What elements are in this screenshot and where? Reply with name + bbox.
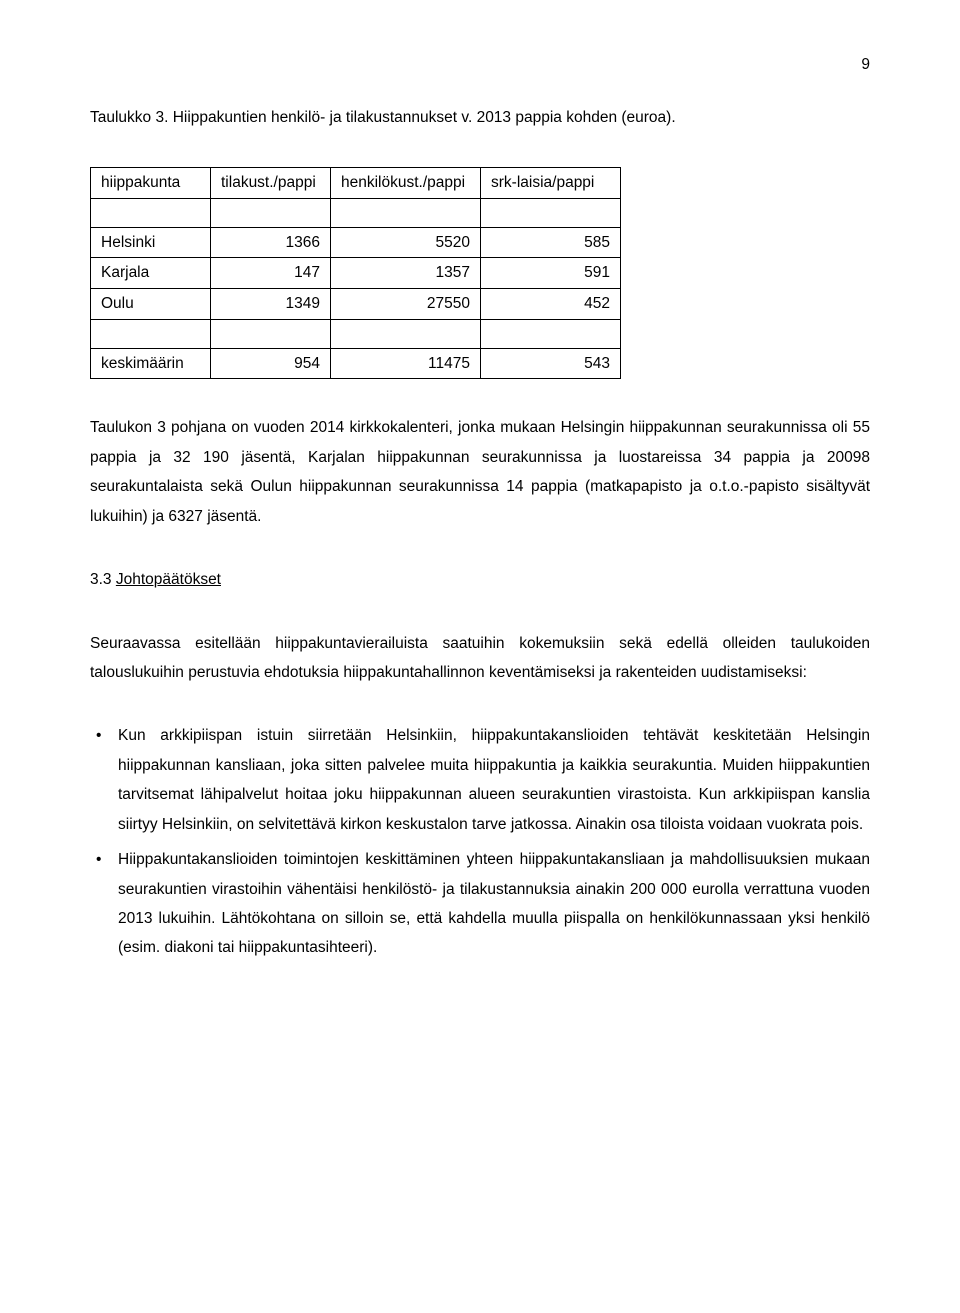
table-cell: Karjala — [91, 258, 211, 289]
table-header: srk-laisia/pappi — [481, 167, 621, 198]
table-cell: 1349 — [211, 288, 331, 319]
paragraph: Seuraavassa esitellään hiippakuntavierai… — [90, 629, 870, 688]
table-title: Taulukko 3. Hiippakuntien henkilö- ja ti… — [90, 103, 870, 132]
table-cell: 147 — [211, 258, 331, 289]
table-header: henkilökust./pappi — [331, 167, 481, 198]
table-header: hiippakunta — [91, 167, 211, 198]
table-cell: 954 — [211, 348, 331, 379]
table-cell: 1357 — [331, 258, 481, 289]
table-cell: keskimäärin — [91, 348, 211, 379]
list-item: Kun arkkipiispan istuin siirretään Helsi… — [90, 721, 870, 839]
paragraph: Taulukon 3 pohjana on vuoden 2014 kirkko… — [90, 413, 870, 531]
table-row: keskimäärin 954 11475 543 — [91, 348, 621, 379]
table-empty-row — [91, 319, 621, 348]
bullet-list: Kun arkkipiispan istuin siirretään Helsi… — [90, 721, 870, 963]
table-cell: 452 — [481, 288, 621, 319]
table-cell: 5520 — [331, 227, 481, 258]
table-cell: 11475 — [331, 348, 481, 379]
list-item: Hiippakuntakanslioiden toimintojen keski… — [90, 845, 870, 963]
section-heading: 3.3 Johtopäätökset — [90, 565, 870, 594]
table-row: Karjala 147 1357 591 — [91, 258, 621, 289]
page-number: 9 — [90, 50, 870, 79]
table-row: Helsinki 1366 5520 585 — [91, 227, 621, 258]
table-cell: 543 — [481, 348, 621, 379]
table-empty-row — [91, 198, 621, 227]
section-number: 3.3 — [90, 571, 116, 588]
table-cell: Oulu — [91, 288, 211, 319]
table-cell: Helsinki — [91, 227, 211, 258]
table-header: tilakust./pappi — [211, 167, 331, 198]
table-cell: 591 — [481, 258, 621, 289]
section-title: Johtopäätökset — [116, 571, 221, 588]
table-cell: 585 — [481, 227, 621, 258]
table-cell: 1366 — [211, 227, 331, 258]
cost-table: hiippakunta tilakust./pappi henkilökust.… — [90, 167, 621, 379]
table-cell: 27550 — [331, 288, 481, 319]
table-header-row: hiippakunta tilakust./pappi henkilökust.… — [91, 167, 621, 198]
table-row: Oulu 1349 27550 452 — [91, 288, 621, 319]
